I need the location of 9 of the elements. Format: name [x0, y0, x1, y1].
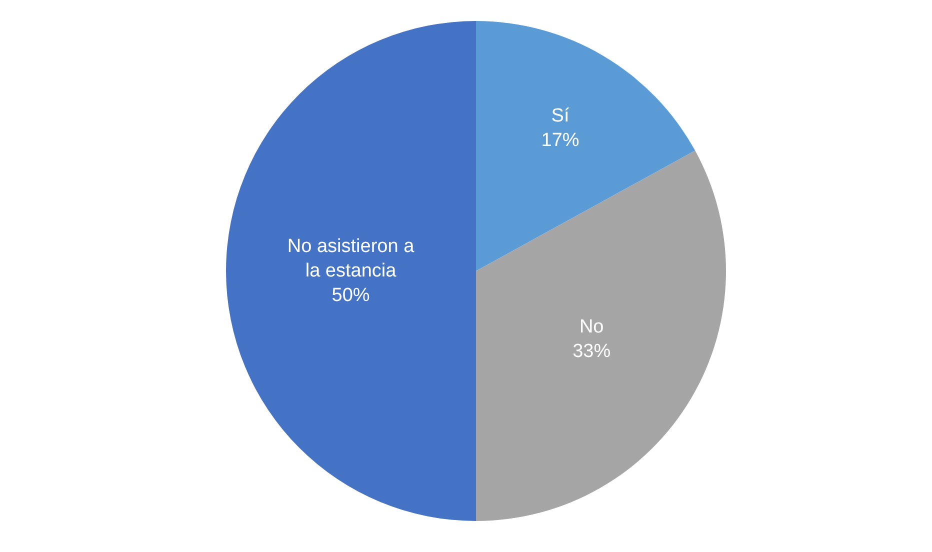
pie-slice [476, 21, 696, 271]
data-label: 50% [332, 285, 370, 306]
slice-label: No asistieron a la estancia [287, 236, 415, 282]
data-label: 17% [541, 130, 580, 152]
pie-slice [476, 150, 726, 521]
data-label: 33% [572, 341, 611, 362]
slice-label: No [579, 316, 604, 338]
slice-label: Sí [551, 106, 570, 127]
pie-slice [226, 21, 476, 521]
